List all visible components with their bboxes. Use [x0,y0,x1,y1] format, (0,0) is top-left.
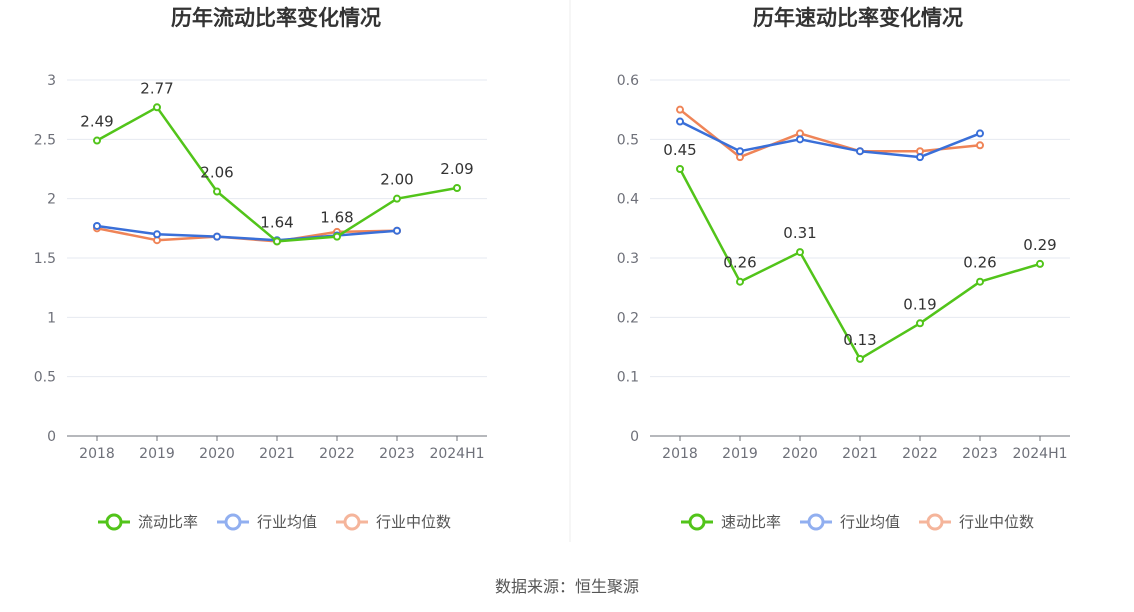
series-line [96,224,398,242]
data-point [976,141,984,150]
legend-swatch-marker [224,513,242,531]
chart-title: 历年流动比率变化情况 [171,6,381,30]
legend-label: 行业中位数 [376,513,451,531]
x-tick-label: 2022 [902,446,938,462]
y-tick-label: 2 [47,192,56,208]
y-tick-label: 3 [47,73,56,89]
y-tick-label: 0.2 [617,310,639,326]
x-tick-label: 2023 [962,446,998,462]
legend-label: 行业均值 [840,513,900,531]
x-tick-label: 2024H1 [429,446,484,462]
data-label: 0.26 [963,254,996,272]
y-tick-label: 0.5 [34,370,56,386]
data-point [856,147,864,156]
data-label: 2.77 [140,79,173,97]
y-tick-label: 0.6 [617,73,639,89]
data-point [856,354,864,363]
x-tick-label: 2018 [662,446,698,462]
data-label: 2.00 [380,171,413,189]
data-point [736,147,744,156]
data-point [916,153,924,162]
data-point [453,183,461,192]
legend-swatch-marker [105,513,123,531]
x-tick-label: 2021 [259,446,295,462]
y-tick-label: 0.1 [617,370,639,386]
data-point [676,105,684,114]
series-line [679,108,981,159]
data-point [976,277,984,286]
data-point [333,232,341,241]
chart-title: 历年速动比率变化情况 [753,6,963,30]
x-tick-label: 2019 [139,446,175,462]
data-point [736,277,744,286]
data-point [93,221,101,230]
x-tick-label: 2018 [79,446,115,462]
x-tick-label: 2019 [722,446,758,462]
legend-label: 流动比率 [138,513,198,531]
y-tick-label: 1.5 [34,251,56,267]
data-point [273,237,281,246]
y-tick-label: 0 [630,429,639,445]
legend-swatch-marker [926,513,944,531]
data-point [676,165,684,173]
data-point [916,319,924,328]
y-tick-label: 0 [47,429,56,445]
data-point [153,230,161,239]
data-point [796,248,804,257]
data-label: 0.26 [723,254,756,272]
legend-swatch-marker [343,513,361,531]
data-label: 1.68 [320,209,353,227]
y-tick-label: 0.4 [617,192,639,208]
data-point [153,103,161,112]
data-label: 0.19 [903,295,936,313]
data-point [93,136,101,145]
data-label: 2.06 [200,164,233,182]
data-label: 2.49 [80,113,113,131]
legend-label: 行业中位数 [959,513,1034,531]
y-tick-label: 1 [47,310,56,326]
y-tick-label: 2.5 [34,132,56,148]
legend-swatch-marker [807,513,825,531]
x-tick-label: 2023 [379,446,415,462]
y-tick-label: 0.5 [617,132,639,148]
data-point [393,194,401,203]
y-tick-label: 0.3 [617,251,639,267]
data-label: 0.31 [783,224,816,242]
data-label: 0.29 [1023,236,1056,254]
x-tick-label: 2024H1 [1012,446,1067,462]
x-tick-label: 2020 [782,446,818,462]
data-label: 2.09 [440,160,473,178]
data-label: 1.64 [260,213,293,231]
data-source: 数据来源：恒生聚源 [495,577,639,596]
data-point [796,135,804,144]
data-point [976,129,984,138]
x-tick-label: 2021 [842,446,878,462]
data-point [676,117,684,126]
quick-ratio-chart: 历年速动比率变化情况 0 0.1 0.2 0.3 0.4 0.5 0.6 2018 2019 202… [617,6,1070,531]
data-point [213,232,221,241]
data-point [1036,259,1044,268]
series-line [679,120,981,159]
current-ratio-chart: 历年流动比率变化情况 0 0.5 1 1.5 2 2.5 3 2018 2019 2020 2021 2… [34,6,487,531]
data-label: 0.13 [843,331,876,349]
legend-swatch-marker [688,513,706,531]
x-tick-label: 2022 [319,446,355,462]
data-point [213,187,221,196]
x-tick-label: 2020 [199,446,235,462]
legend-label: 速动比率 [721,513,781,531]
legend-label: 行业均值 [257,513,317,531]
data-label: 0.45 [663,141,696,159]
data-point [393,226,401,235]
